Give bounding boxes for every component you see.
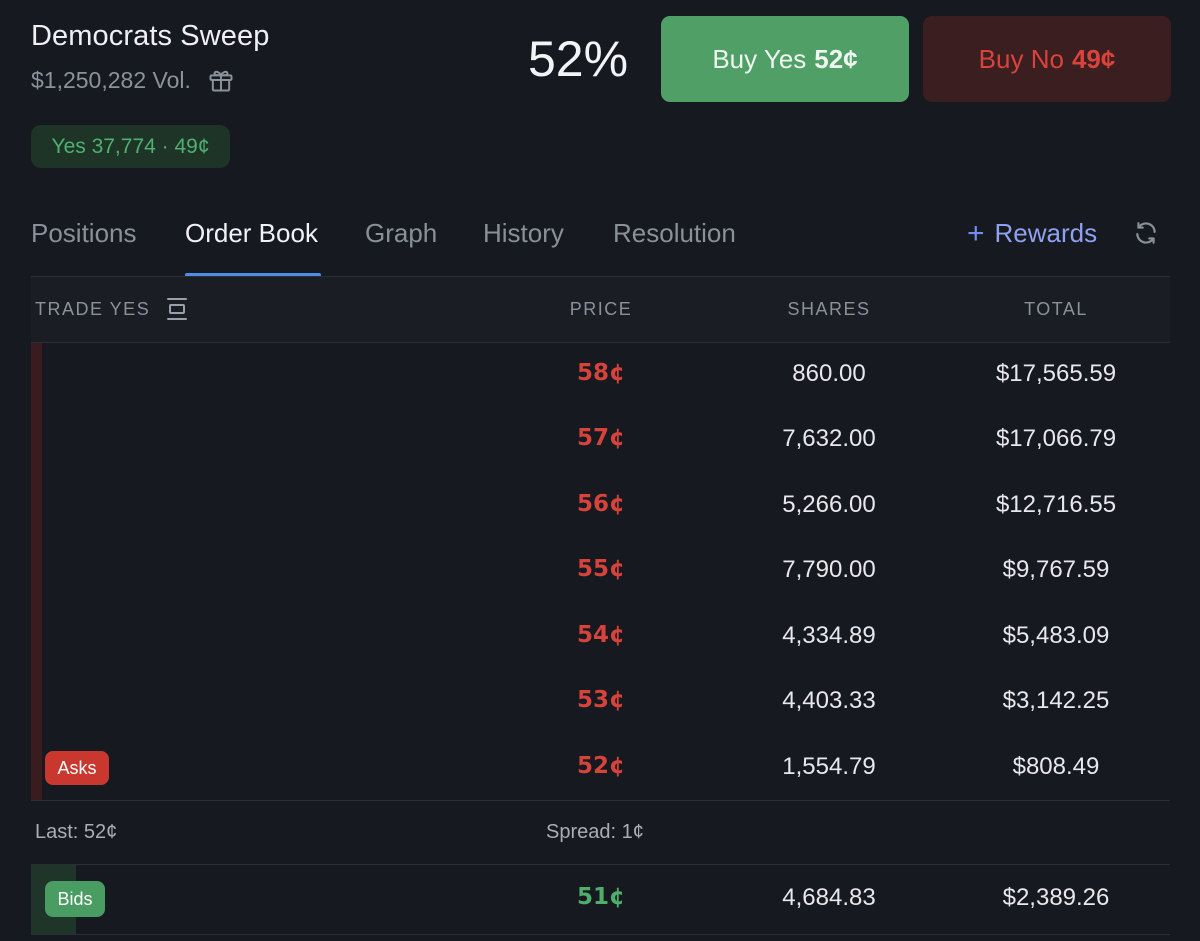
ask-total: $808.49 [1012, 753, 1100, 780]
ask-row[interactable]: 58¢ 860.00 $17,565.59 [31, 343, 1170, 408]
ask-shares: 4,403.33 [782, 687, 876, 714]
ask-total: $17,066.79 [995, 425, 1117, 452]
buy-yes-price: 52¢ [814, 43, 858, 74]
buy-no-price: 49¢ [1071, 43, 1116, 74]
tab-order-book[interactable]: Order Book [185, 218, 318, 248]
refresh-icon[interactable] [1133, 220, 1159, 246]
ask-row[interactable]: 53¢ 4,403.33 $3,142.25 [31, 670, 1170, 735]
buy-no-button[interactable]: Buy No 49¢ [923, 16, 1171, 102]
ask-shares: 1,554.79 [782, 753, 876, 780]
bid-price: 51¢ [576, 884, 625, 910]
bids-badge: Bids [45, 881, 105, 917]
header-price: PRICE [569, 299, 633, 319]
asks-badge: Asks [45, 751, 109, 785]
bids-section: 51¢ 4,684.83 $2,389.26 Bids [31, 865, 1170, 935]
ask-price: 56¢ [576, 491, 625, 517]
bid-row[interactable]: 51¢ 4,684.83 $2,389.26 [31, 867, 1170, 932]
position-badge[interactable]: Yes 37,774 · 49¢ [31, 125, 230, 168]
last-price: Last: 52¢ [35, 821, 118, 843]
ask-shares: 5,266.00 [782, 491, 876, 518]
bid-total: $2,389.26 [1002, 884, 1110, 911]
ask-row[interactable]: 57¢ 7,632.00 $17,066.79 [31, 408, 1170, 473]
ask-price: 53¢ [576, 687, 625, 713]
order-book-header: TRADE YES PRICE SHARES TOTAL [31, 277, 1170, 343]
bid-shares: 4,684.83 [782, 884, 876, 911]
ask-total: $3,142.25 [1002, 687, 1110, 714]
ask-depth-bar [31, 343, 42, 800]
layout-toggle-icon[interactable] [165, 296, 189, 322]
order-book: TRADE YES PRICE SHARES TOTAL 58¢ 860.00 … [31, 277, 1170, 935]
ask-shares: 7,632.00 [782, 425, 876, 452]
ask-price: 57¢ [576, 425, 625, 451]
market-title: Democrats Sweep [31, 20, 270, 52]
tab-resolution[interactable]: Resolution [613, 218, 736, 248]
ask-total: $5,483.09 [1002, 622, 1110, 649]
ask-shares: 4,334.89 [782, 622, 876, 649]
ask-price: 54¢ [576, 622, 625, 648]
header-shares: SHARES [787, 299, 871, 319]
ask-row[interactable]: 52¢ 1,554.79 $808.49 [31, 736, 1170, 801]
tab-bar: Positions Order Book Graph History Resol… [31, 210, 1170, 278]
active-tab-indicator [185, 273, 321, 277]
spread-value: Spread: 1¢ [546, 821, 644, 843]
header-total: TOTAL [1024, 299, 1088, 319]
ask-total: $9,767.59 [1002, 556, 1110, 583]
ask-price: 58¢ [576, 360, 625, 386]
tab-history[interactable]: History [483, 218, 564, 248]
ask-total: $17,565.59 [995, 360, 1117, 387]
rewards-button[interactable]: + Rewards [967, 218, 1097, 249]
ask-shares: 860.00 [792, 360, 866, 387]
buy-no-label: Buy No [978, 43, 1064, 74]
rewards-label: Rewards [994, 218, 1098, 248]
tab-positions[interactable]: Positions [31, 218, 137, 248]
ask-row[interactable]: 54¢ 4,334.89 $5,483.09 [31, 605, 1170, 670]
asks-section: 58¢ 860.00 $17,565.59 57¢ 7,632.00 $17,0… [31, 343, 1170, 801]
plus-icon: + [967, 216, 985, 250]
gift-icon[interactable] [207, 66, 235, 94]
buy-yes-label: Buy Yes [712, 43, 807, 74]
ask-row[interactable]: 55¢ 7,790.00 $9,767.59 [31, 539, 1170, 604]
header-trade-yes: TRADE YES [35, 299, 151, 319]
ask-price: 52¢ [576, 753, 625, 779]
ask-row[interactable]: 56¢ 5,266.00 $12,716.55 [31, 474, 1170, 539]
ask-shares: 7,790.00 [782, 556, 876, 583]
probability-percent: 52% [528, 31, 629, 87]
spread-row: Last: 52¢ Spread: 1¢ [31, 801, 1170, 865]
ask-total: $12,716.55 [995, 491, 1117, 518]
market-volume: $1,250,282 Vol. [31, 66, 191, 93]
buy-yes-button[interactable]: Buy Yes 52¢ [661, 16, 909, 102]
tab-graph[interactable]: Graph [365, 218, 438, 248]
tabs-divider [31, 276, 1170, 277]
volume-row: $1,250,282 Vol. [31, 66, 235, 94]
ask-price: 55¢ [576, 556, 625, 582]
